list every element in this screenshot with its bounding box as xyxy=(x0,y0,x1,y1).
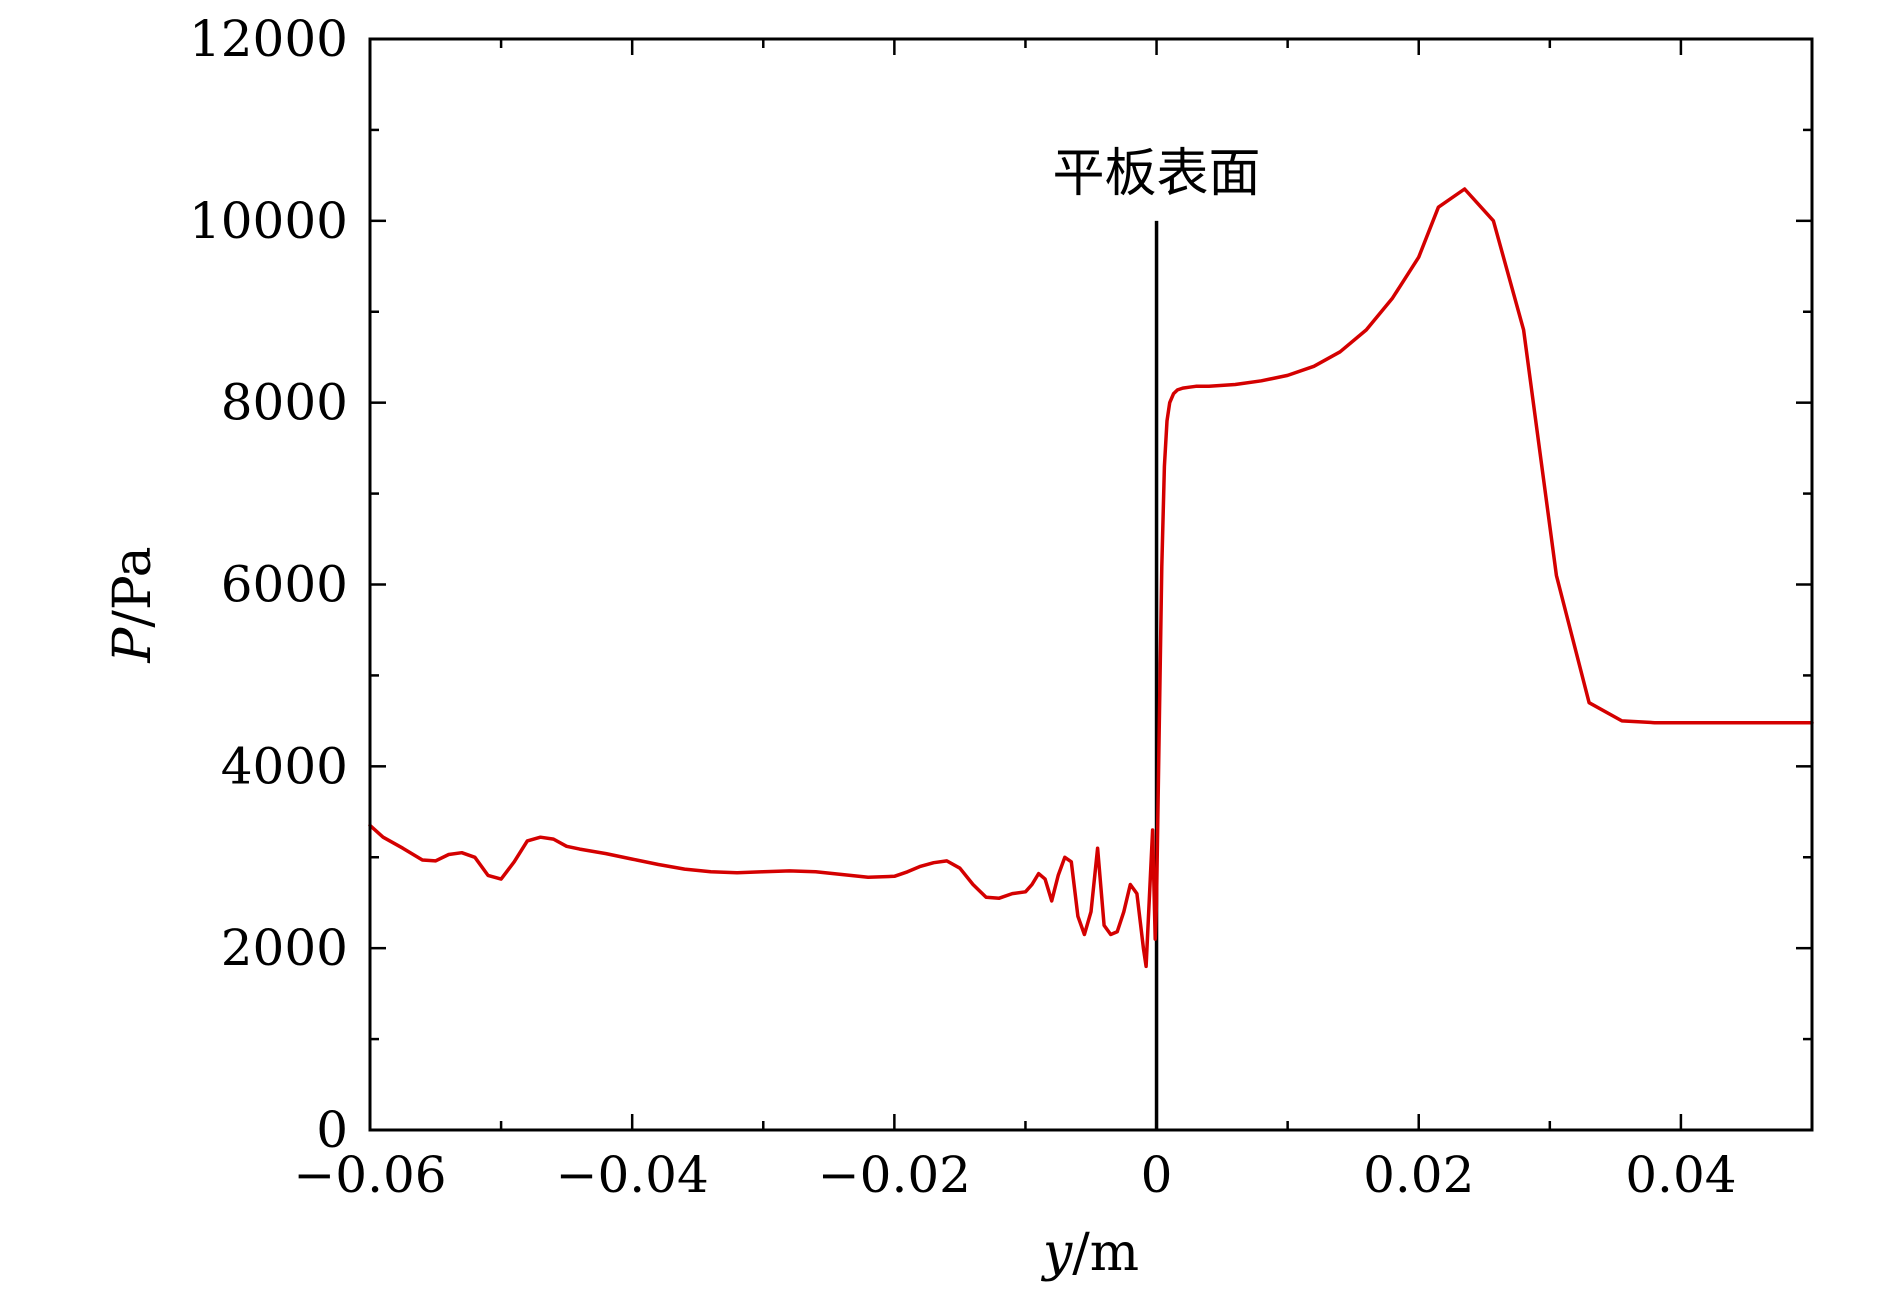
x-axis-unit: /m xyxy=(1072,1223,1139,1283)
x-tick-label: −0.06 xyxy=(293,1146,446,1204)
series-line-0 xyxy=(368,187,1814,969)
y-tick-label: 6000 xyxy=(221,556,348,614)
y-tick-label: 8000 xyxy=(221,374,348,432)
x-tick-label: 0.02 xyxy=(1363,1146,1474,1204)
annotation-label: 平板表面 xyxy=(1053,144,1261,204)
x-axis-variable: y xyxy=(1041,1223,1073,1283)
y-axis-variable: P xyxy=(103,627,163,664)
x-axis-label: y/m xyxy=(1041,1223,1139,1283)
axis-tick-labels: −0.06 −0.04 −0.02 0 0.02 0.04 0 2000 4000 6000 800… xyxy=(189,10,1737,1204)
y-tick-label: 10000 xyxy=(189,192,348,250)
y-tick-label: 2000 xyxy=(221,919,348,977)
x-tick-label: −0.04 xyxy=(556,1146,709,1204)
x-tick-label: 0.04 xyxy=(1625,1146,1736,1204)
plot-marks xyxy=(368,187,1814,1130)
x-tick-label: −0.02 xyxy=(818,1146,971,1204)
y-axis-unit: /Pa xyxy=(103,546,163,627)
axis-ticks xyxy=(368,37,1814,1132)
y-tick-label: 4000 xyxy=(221,737,348,795)
y-tick-label: 0 xyxy=(316,1101,348,1159)
y-tick-label: 12000 xyxy=(189,10,348,68)
y-axis-label: P/Pa xyxy=(103,546,163,663)
x-tick-label: 0 xyxy=(1141,1146,1173,1204)
